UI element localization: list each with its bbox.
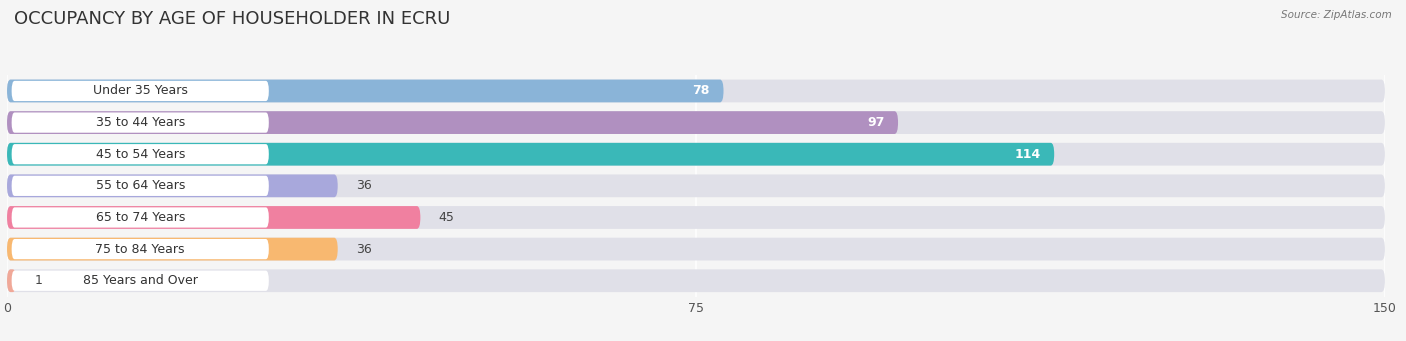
Text: 45 to 54 Years: 45 to 54 Years [96,148,186,161]
FancyBboxPatch shape [7,175,337,197]
Text: 45: 45 [439,211,454,224]
FancyBboxPatch shape [7,269,17,292]
FancyBboxPatch shape [11,239,269,259]
FancyBboxPatch shape [7,269,1385,292]
Text: 36: 36 [356,179,371,192]
Text: 35 to 44 Years: 35 to 44 Years [96,116,184,129]
FancyBboxPatch shape [7,206,1385,229]
FancyBboxPatch shape [7,175,1385,197]
Text: 75 to 84 Years: 75 to 84 Years [96,242,186,256]
FancyBboxPatch shape [11,207,269,227]
FancyBboxPatch shape [7,238,337,261]
Text: 97: 97 [868,116,884,129]
FancyBboxPatch shape [7,143,1054,166]
Text: 114: 114 [1014,148,1040,161]
FancyBboxPatch shape [7,238,1385,261]
Text: OCCUPANCY BY AGE OF HOUSEHOLDER IN ECRU: OCCUPANCY BY AGE OF HOUSEHOLDER IN ECRU [14,10,450,28]
Text: 36: 36 [356,242,371,256]
Text: Under 35 Years: Under 35 Years [93,85,187,98]
Text: 55 to 64 Years: 55 to 64 Years [96,179,186,192]
Text: 78: 78 [692,85,710,98]
FancyBboxPatch shape [11,144,269,164]
FancyBboxPatch shape [11,81,269,101]
FancyBboxPatch shape [7,111,898,134]
Text: Source: ZipAtlas.com: Source: ZipAtlas.com [1281,10,1392,20]
Text: 65 to 74 Years: 65 to 74 Years [96,211,186,224]
FancyBboxPatch shape [7,206,420,229]
FancyBboxPatch shape [11,113,269,133]
FancyBboxPatch shape [11,271,269,291]
Text: 1: 1 [35,274,42,287]
FancyBboxPatch shape [11,176,269,196]
FancyBboxPatch shape [7,111,1385,134]
FancyBboxPatch shape [7,79,724,102]
Text: 85 Years and Over: 85 Years and Over [83,274,198,287]
FancyBboxPatch shape [7,143,1385,166]
FancyBboxPatch shape [7,79,1385,102]
